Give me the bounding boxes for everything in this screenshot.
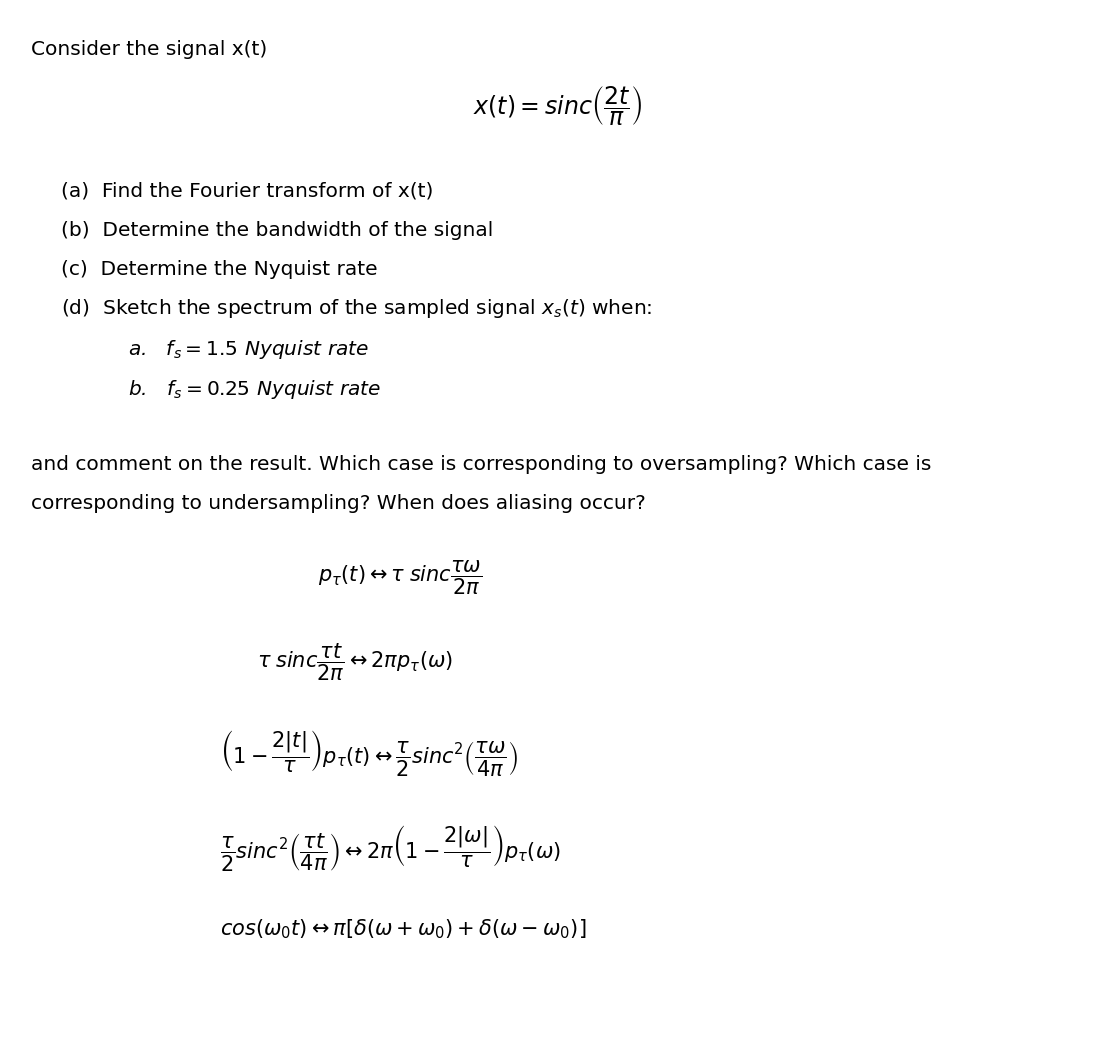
Text: a.   $f_s = 1.5\ Nyquist\ rate$: a. $f_s = 1.5\ Nyquist\ rate$: [128, 338, 369, 361]
Text: $p_{\tau}(t) \leftrightarrow \tau \; sinc\dfrac{\tau\omega}{2\pi}$: $p_{\tau}(t) \leftrightarrow \tau \; sin…: [318, 559, 482, 597]
Text: corresponding to undersampling? When does aliasing occur?: corresponding to undersampling? When doe…: [31, 494, 646, 513]
Text: (a)  Find the Fourier transform of x(t): (a) Find the Fourier transform of x(t): [61, 181, 434, 200]
Text: Consider the signal x(t): Consider the signal x(t): [31, 40, 268, 59]
Text: (d)  Sketch the spectrum of the sampled signal $x_s(t)$ when:: (d) Sketch the spectrum of the sampled s…: [61, 297, 653, 320]
Text: $cos(\omega_0 t) \leftrightarrow \pi[\delta(\omega + \omega_0) + \delta(\omega -: $cos(\omega_0 t) \leftrightarrow \pi[\de…: [220, 918, 586, 941]
Text: (c)  Determine the Nyquist rate: (c) Determine the Nyquist rate: [61, 260, 378, 279]
Text: b.   $f_s = 0.25\ Nyquist\ rate$: b. $f_s = 0.25\ Nyquist\ rate$: [128, 377, 382, 401]
Text: $\tau \; sinc\dfrac{\tau t}{2\pi} \leftrightarrow 2\pi p_{\tau}(\omega)$: $\tau \; sinc\dfrac{\tau t}{2\pi} \leftr…: [257, 641, 453, 684]
Text: $\dfrac{\tau}{2}sinc^{2}\left(\dfrac{\tau t}{4\pi}\right) \leftrightarrow 2\pi\l: $\dfrac{\tau}{2}sinc^{2}\left(\dfrac{\ta…: [220, 823, 560, 873]
Text: $\left(1 - \dfrac{2|t|}{\tau}\right)p_{\tau}(t) \leftrightarrow \dfrac{\tau}{2}s: $\left(1 - \dfrac{2|t|}{\tau}\right)p_{\…: [220, 727, 518, 778]
Text: (b)  Determine the bandwidth of the signal: (b) Determine the bandwidth of the signa…: [61, 220, 493, 240]
Text: $x(t) = sinc \left(\dfrac{2t}{\pi}\right)$: $x(t) = sinc \left(\dfrac{2t}{\pi}\right…: [473, 85, 643, 127]
Text: and comment on the result. Which case is corresponding to oversampling? Which ca: and comment on the result. Which case is…: [31, 455, 932, 474]
